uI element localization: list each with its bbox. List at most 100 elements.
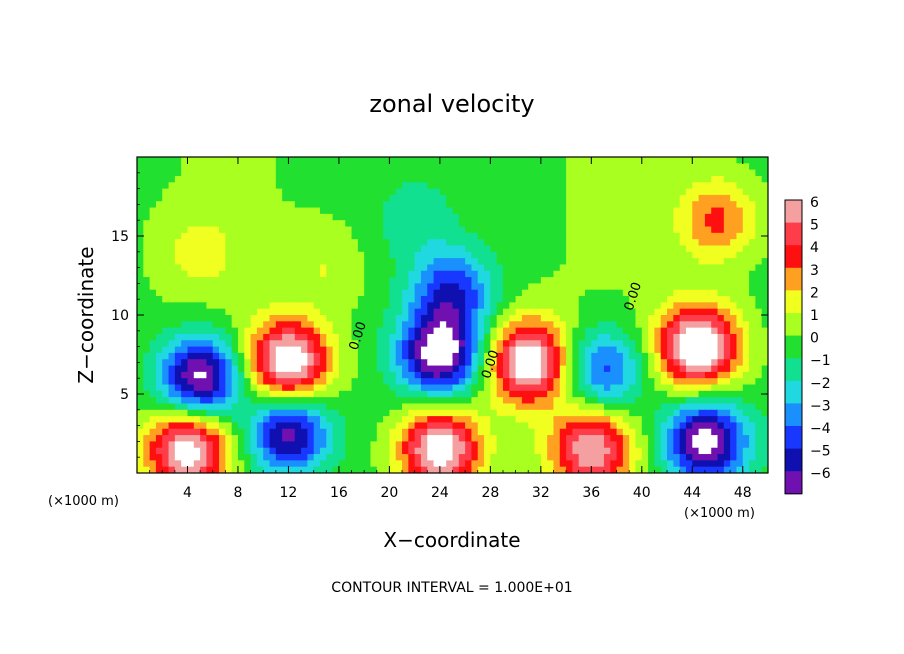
heatmap-cell <box>288 213 296 221</box>
heatmap-cell <box>364 175 372 183</box>
heatmap-cell <box>319 378 327 386</box>
heatmap-cell <box>547 194 555 202</box>
heatmap-cell <box>414 435 422 442</box>
heatmap-cell <box>338 409 346 417</box>
heatmap-cell <box>635 226 643 234</box>
heatmap-cell <box>155 390 163 398</box>
heatmap-cell <box>723 441 731 449</box>
heatmap-cell <box>357 251 365 259</box>
heatmap-cell <box>427 175 435 183</box>
heatmap-cell <box>162 397 170 405</box>
heatmap-cell <box>187 428 195 436</box>
heatmap-cell <box>711 378 719 386</box>
heatmap-cell <box>673 460 681 468</box>
heatmap-cell <box>742 454 750 461</box>
heatmap-cell <box>749 232 756 240</box>
heatmap-cell <box>477 340 485 348</box>
heatmap-cell <box>502 289 510 297</box>
heatmap-cell <box>307 302 315 310</box>
heatmap-cell <box>332 245 340 253</box>
heatmap-cell <box>439 397 447 405</box>
heatmap-cell <box>553 188 561 196</box>
heatmap-cell <box>301 226 308 234</box>
heatmap-cell <box>673 163 681 171</box>
heatmap-cell <box>471 315 479 322</box>
heatmap-cell <box>679 371 687 379</box>
heatmap-cell <box>383 207 390 215</box>
heatmap-cell <box>408 182 416 190</box>
heatmap-cell <box>269 365 277 373</box>
heatmap-cell <box>244 283 252 291</box>
heatmap-cell <box>402 201 409 209</box>
heatmap-cell <box>294 340 302 348</box>
heatmap-cell <box>572 169 580 177</box>
heatmap-cell <box>244 239 252 247</box>
heatmap-cell <box>578 163 586 171</box>
heatmap-cell <box>730 428 738 436</box>
heatmap-cell <box>629 333 637 341</box>
heatmap-cell <box>603 207 611 215</box>
heatmap-cell <box>496 283 504 291</box>
heatmap-cell <box>212 226 220 234</box>
heatmap-cell <box>345 390 353 398</box>
heatmap-cell <box>515 359 523 367</box>
heatmap-cell <box>275 239 283 247</box>
heatmap-cell <box>219 435 226 442</box>
heatmap-cell <box>263 321 271 329</box>
heatmap-cell <box>496 409 504 417</box>
heatmap-cell <box>502 163 510 171</box>
heatmap-cell <box>313 270 321 278</box>
heatmap-cell <box>313 333 321 341</box>
heatmap-cell <box>591 315 599 322</box>
heatmap-cell <box>225 327 233 335</box>
heatmap-cell <box>155 384 163 392</box>
heatmap-cell <box>641 371 649 379</box>
heatmap-cell <box>660 270 668 278</box>
heatmap-cell <box>338 371 346 379</box>
heatmap-cell <box>269 264 277 272</box>
heatmap-cell <box>736 245 744 253</box>
heatmap-cell <box>219 359 226 367</box>
heatmap-cell <box>149 175 157 183</box>
heatmap-cell <box>282 409 290 417</box>
heatmap-cell <box>395 340 403 348</box>
heatmap-cell <box>250 232 258 240</box>
heatmap-cell <box>654 390 662 398</box>
heatmap-cell <box>294 466 302 473</box>
heatmap-cell <box>509 258 517 266</box>
heatmap-cell <box>263 365 271 373</box>
heatmap-cell <box>149 220 157 228</box>
heatmap-cell <box>742 232 750 240</box>
heatmap-cell <box>237 352 245 360</box>
heatmap-cell <box>256 157 264 164</box>
heatmap-cell <box>502 315 510 322</box>
heatmap-cell <box>250 283 258 291</box>
heatmap-cell <box>357 220 365 228</box>
heatmap-cell <box>749 296 756 303</box>
heatmap-cell <box>730 169 738 177</box>
heatmap-cell <box>566 321 573 329</box>
heatmap-cell <box>572 239 580 247</box>
heatmap-cell <box>338 315 346 322</box>
heatmap-cell <box>244 157 252 164</box>
heatmap-cell <box>723 403 731 411</box>
heatmap-cell <box>585 340 592 348</box>
heatmap-cell <box>704 447 712 455</box>
heatmap-cell <box>635 321 643 329</box>
heatmap-cell <box>484 163 491 171</box>
heatmap-cell <box>730 157 738 164</box>
heatmap-cell <box>648 428 656 436</box>
heatmap-cell <box>231 460 239 468</box>
heatmap-cell <box>357 384 365 392</box>
heatmap-cell <box>685 308 693 316</box>
heatmap-cell <box>219 213 226 221</box>
heatmap-cell <box>490 422 498 430</box>
heatmap-cell <box>181 384 189 392</box>
heatmap-cell <box>402 315 409 322</box>
heatmap-cell <box>237 277 245 284</box>
heatmap-cell <box>439 188 447 196</box>
heatmap-cell <box>540 251 548 259</box>
heatmap-cell <box>225 365 233 373</box>
heatmap-cell <box>250 188 258 196</box>
heatmap-cell <box>629 207 637 215</box>
